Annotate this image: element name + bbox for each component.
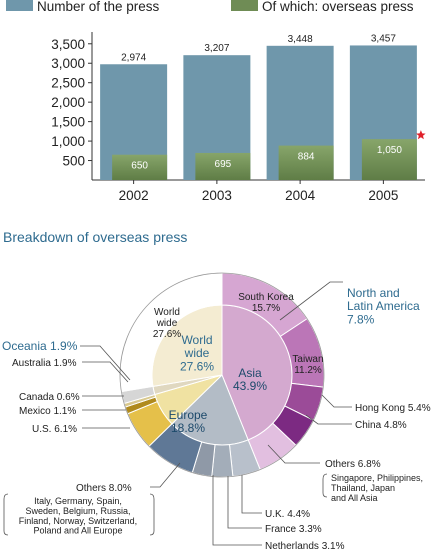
y-tick-label: 1,000 — [51, 134, 85, 149]
legend-label: Of which: overseas press — [262, 0, 414, 14]
bar-overseas — [112, 154, 168, 180]
bar-overseas — [278, 145, 334, 180]
callout-netherlands: Netherlands 3.1% — [265, 541, 345, 550]
bar-overseas-label: 695 — [215, 159, 232, 170]
leader-netherlands — [212, 475, 262, 546]
outer-label-south-korea: South Korea 15.7% — [238, 292, 294, 314]
highlight-star — [416, 130, 426, 140]
callout-north-latin-america: North and Latin America 7.8% — [347, 286, 420, 326]
leader-asia-others — [267, 444, 320, 464]
inner-label-world-wide: World wide 27.6% — [180, 333, 214, 373]
callout-oceania: Oceania 1.9% — [2, 339, 78, 353]
callout-mexico: Mexico 1.1% — [19, 406, 76, 417]
bar-overseas — [361, 139, 417, 180]
bar-total-label: 3,457 — [371, 33, 396, 44]
legend-label: Number of the press — [37, 0, 160, 14]
callout-hong-kong: Hong Kong 5.4% — [355, 403, 431, 414]
y-tick-label: 3,500 — [51, 37, 85, 52]
outer-label-taiwan: Taiwan 11.2% — [292, 354, 323, 376]
callout-canada: Canada 0.6% — [19, 392, 80, 403]
chart-legend: Number of the press Of which: overseas pr… — [6, 0, 414, 14]
callout-asia-others-detail: Singapore, Philippines, Thailand, Japan an… — [331, 473, 423, 503]
bar-total-label: 2,974 — [121, 52, 146, 63]
leader-australia — [82, 361, 129, 383]
bar-overseas — [195, 152, 251, 180]
leader-france — [227, 476, 262, 529]
leader-oceania — [80, 345, 131, 381]
x-tick-label: 2003 — [202, 188, 232, 203]
bar-total-label: 3,207 — [204, 43, 229, 54]
callout-europe-others-detail: Italy, Germany, Spain, Sweden, Belgium, R… — [19, 496, 137, 536]
callout-us: U.S. 6.1% — [32, 424, 77, 435]
legend-swatch — [231, 0, 258, 11]
bar-overseas-label: 650 — [131, 161, 148, 172]
callout-uk: U.K. 4.4% — [265, 509, 310, 520]
leader-north-latin-america — [279, 281, 343, 321]
bracket-europe-others — [3, 493, 9, 536]
pie-outline — [119, 272, 325, 478]
bar-total-label: 3,448 — [288, 34, 313, 45]
y-tick-label: 500 — [62, 154, 85, 169]
leader-china — [305, 414, 352, 425]
bar-overseas-label: 1,050 — [377, 145, 402, 156]
x-tick-label: 2004 — [285, 188, 316, 203]
press-bar-chart: Number of the press Of which: overseas pr… — [6, 0, 426, 203]
bracket-europe-others-right — [149, 493, 155, 536]
x-tick-label: 2005 — [368, 188, 398, 203]
bracket-asia-others — [322, 473, 328, 498]
y-tick-label: 1,500 — [51, 115, 85, 130]
callout-asia-others: Others 6.8% — [325, 459, 381, 470]
overseas-press-pie-chart: World wide 27.6% Asia 43.9% Europe 18.8% South … — [2, 272, 431, 550]
callout-france: France 3.3% — [265, 524, 322, 535]
callout-australia: Australia 1.9% — [12, 358, 77, 369]
y-tick-label: 3,000 — [51, 56, 85, 71]
bar-overseas-label: 884 — [298, 152, 315, 163]
inner-label-europe: Europe 18.8% — [169, 408, 208, 435]
leader-uk — [241, 475, 262, 514]
outer-label-world-wide: World wide 27.6% — [153, 307, 181, 340]
pie-chart-title: Breakdown of overseas press — [3, 229, 187, 245]
leader-hong-kong — [321, 394, 352, 408]
legend-swatch — [6, 0, 33, 11]
y-tick-label: 2,500 — [51, 76, 85, 91]
inner-label-asia: Asia 43.9% — [233, 366, 267, 393]
callout-europe-others: Others 8.0% — [76, 483, 132, 494]
callout-china: China 4.8% — [355, 420, 407, 431]
leader-europe-others — [150, 462, 181, 488]
x-tick-label: 2002 — [119, 188, 149, 203]
y-tick-label: 2,000 — [51, 95, 85, 110]
